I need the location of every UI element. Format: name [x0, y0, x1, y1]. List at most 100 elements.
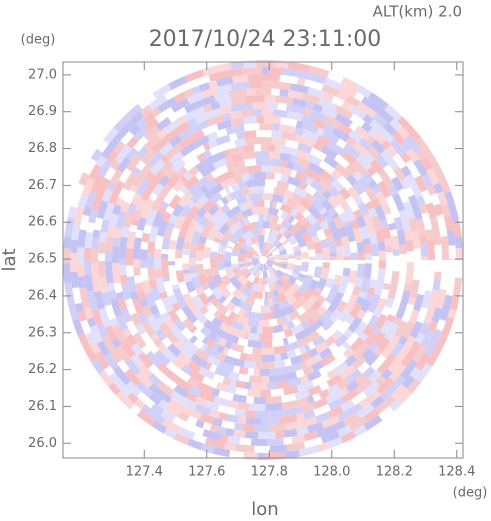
radar-cell [243, 102, 253, 111]
radar-cell [376, 359, 392, 375]
radar-cell [286, 334, 298, 345]
radar-cell [330, 318, 344, 333]
radar-cell [148, 383, 165, 399]
radar-cell [392, 316, 402, 326]
radar-cell [237, 308, 246, 317]
radar-cell [88, 209, 99, 224]
radar-cell [285, 198, 300, 210]
radar-cell [216, 344, 225, 354]
radar-cell [321, 198, 334, 212]
radar-cell [218, 268, 227, 278]
radar-cell [199, 305, 209, 316]
radar-cell [225, 301, 237, 312]
radar-cell [310, 310, 322, 322]
radar-cell [258, 207, 270, 215]
radar-cell [398, 209, 408, 219]
radar-cell [148, 279, 158, 289]
radar-cell [448, 206, 460, 222]
radar-cell [444, 215, 454, 232]
radar-cell [332, 127, 350, 143]
radar-cell [260, 263, 263, 271]
radar-cell [256, 130, 272, 138]
radar-cell [262, 326, 275, 335]
radar-cell [74, 183, 85, 196]
radar-cell [393, 167, 407, 182]
radar-cell [89, 324, 104, 344]
radar-cell [167, 309, 180, 323]
radar-cell [267, 102, 279, 110]
radar-cell [67, 205, 78, 219]
radar-cell [413, 248, 422, 260]
radar-cell [204, 189, 215, 200]
radar-cell [300, 351, 312, 362]
radar-cell [243, 331, 250, 340]
radar-cell [239, 352, 248, 361]
radar-cell [245, 230, 254, 240]
radar-cell [243, 452, 258, 460]
radar-cell [264, 235, 269, 243]
radar-cell [276, 286, 286, 296]
radar-cell [170, 390, 188, 406]
radar-cell [186, 199, 196, 209]
radar-cell [181, 153, 193, 165]
radar-cell [168, 397, 186, 412]
radar-cell [89, 341, 101, 355]
radar-cell [280, 203, 290, 213]
radar-cell [360, 299, 372, 313]
y-tick-label: 26.0 [28, 436, 57, 451]
radar-cell [310, 73, 327, 85]
radar-cell [153, 311, 162, 320]
radar-cell [368, 179, 378, 190]
radar-cell [303, 192, 315, 203]
radar-cell [404, 134, 422, 154]
radar-cell [248, 246, 256, 254]
radar-cell [281, 196, 289, 205]
y-tick-label: 26.5 [28, 252, 57, 267]
radar-cell [323, 214, 334, 224]
radar-cell [289, 154, 298, 164]
radar-cell [255, 424, 270, 433]
radar-cell [149, 304, 160, 315]
radar-cell [109, 372, 124, 388]
radar-cell [177, 199, 187, 208]
radar-cell [191, 294, 201, 303]
radar-cell [308, 279, 319, 292]
radar-cell [298, 397, 309, 407]
radar-cell [200, 226, 211, 239]
radar-cell [206, 355, 221, 367]
radar-cell [253, 172, 267, 180]
radar-cell [165, 361, 180, 374]
radar-cell [341, 77, 359, 91]
radar-cell [280, 352, 289, 361]
radar-cell [257, 452, 266, 461]
radar-cell [272, 281, 280, 290]
radar-cell [187, 129, 205, 144]
radar-cell [212, 342, 221, 351]
radar-cell [210, 266, 220, 276]
radar-cell [294, 171, 305, 181]
radar-cell [263, 264, 264, 272]
radar-cell [288, 283, 300, 295]
radar-cell [262, 375, 270, 383]
radar-cell [134, 275, 143, 284]
radar-cell [343, 328, 354, 339]
radar-cell [90, 248, 99, 264]
radar-cell [279, 74, 299, 85]
radar-cell [140, 267, 149, 282]
radar-cell [405, 173, 416, 185]
radar-cell [283, 436, 293, 445]
radar-cell [366, 223, 376, 234]
radar-cell [161, 211, 172, 223]
radar-cell [230, 103, 244, 113]
radar-cell [241, 67, 262, 76]
radar-cell [335, 353, 348, 366]
radar-cell [436, 214, 446, 228]
radar-cell [133, 398, 146, 410]
radar-cell [105, 261, 113, 273]
radar-cell [238, 373, 250, 383]
radar-cell [276, 380, 290, 390]
radar-cell [311, 221, 323, 233]
radar-cell [209, 409, 221, 419]
radar-cell [115, 291, 124, 300]
radar-cell [386, 314, 396, 323]
